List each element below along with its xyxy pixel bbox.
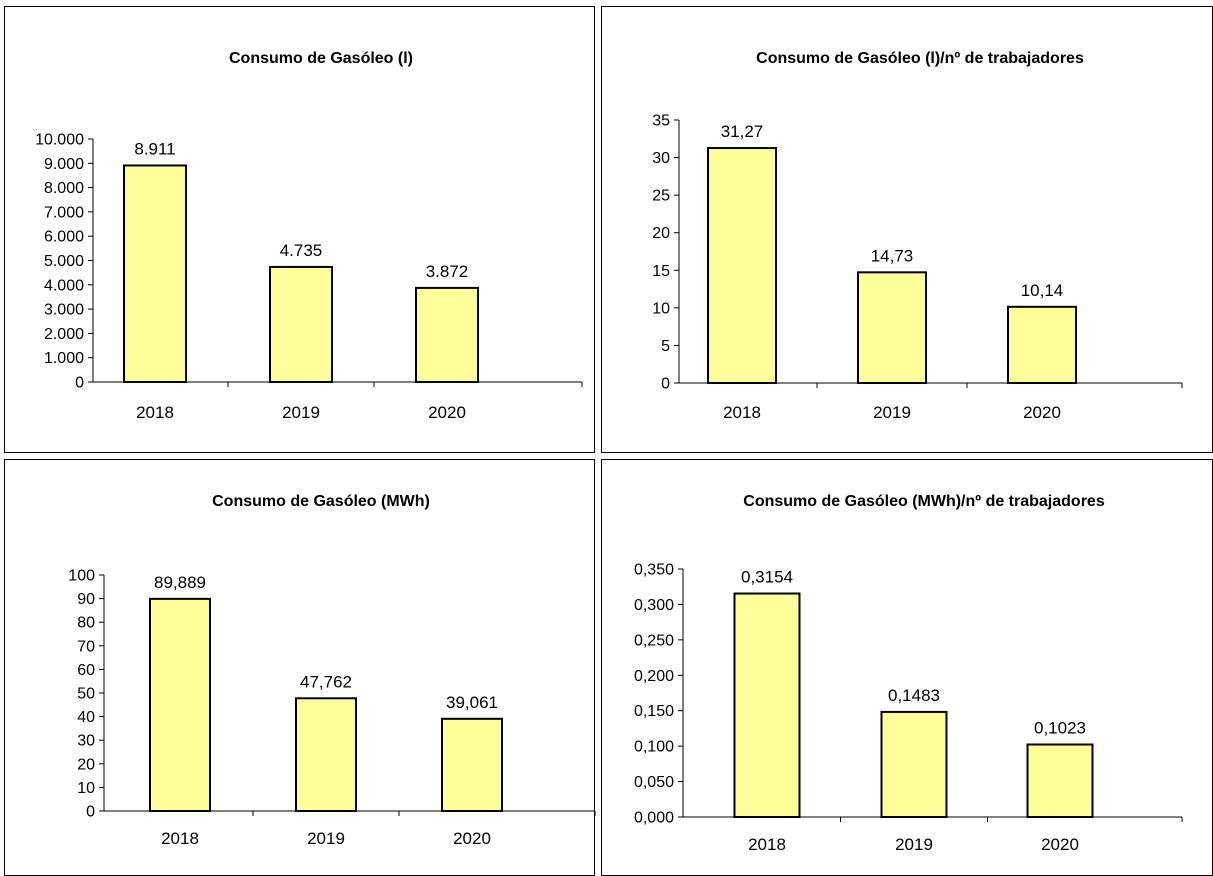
y-tick-label: 80 xyxy=(77,615,95,632)
chart-svg: Consumo de Gasóleo (l)/nº de trabajadore… xyxy=(652,50,1183,422)
y-tick-label: 40 xyxy=(77,709,95,726)
bar-2018 xyxy=(707,147,777,384)
bar-2019 xyxy=(269,265,333,384)
chart-svg: Consumo de Gasóleo (MWh) 0 10 20 30 40 50 60 70 8… xyxy=(68,493,596,848)
bar-2019 xyxy=(880,710,948,818)
y-tick-label: 0,300 xyxy=(634,597,674,614)
bar-2020 xyxy=(1007,305,1077,384)
data-label: 47,762 xyxy=(300,672,352,691)
x-tick-label: 2018 xyxy=(161,829,199,848)
y-tick-label: 0,000 xyxy=(634,810,674,827)
y-tick-label: 20 xyxy=(77,756,95,773)
y-tick-label: 2.000 xyxy=(44,326,84,343)
x-tick-label: 2018 xyxy=(136,403,174,422)
bar-2020 xyxy=(415,286,479,383)
chart-svg: Consumo de Gasóleo (MWh)/nº de trabajado… xyxy=(634,493,1183,854)
x-tick-label: 2019 xyxy=(307,829,345,848)
y-tick-label: 8.000 xyxy=(44,180,84,197)
y-tick-label: 0,100 xyxy=(634,739,674,756)
data-label: 3.872 xyxy=(426,262,469,281)
chart-svg: Consumo de Gasóleo (l) 0 1.000 2.000 3.000 4.… xyxy=(35,50,583,422)
data-label: 14,73 xyxy=(871,246,914,265)
chart-title: Consumo de Gasóleo (l)/nº de trabajadore… xyxy=(756,50,1084,67)
y-tick-label: 3.000 xyxy=(44,302,84,319)
y-tick-label: 0 xyxy=(75,375,84,392)
y-tick-label: 0,150 xyxy=(634,703,674,720)
x-tick-label: 2019 xyxy=(895,835,933,854)
y-tick-label: 6.000 xyxy=(44,229,84,246)
x-tick-label: 2019 xyxy=(873,403,911,422)
bar-2019 xyxy=(295,697,357,812)
chart-title: Consumo de Gasóleo (MWh)/nº de trabajado… xyxy=(743,493,1105,510)
y-tick-label: 5.000 xyxy=(44,253,84,270)
x-tick-label: 2020 xyxy=(453,829,491,848)
bar-2020 xyxy=(1026,743,1094,819)
y-tick-label: 35 xyxy=(652,113,670,130)
chart-title: Consumo de Gasóleo (MWh) xyxy=(212,493,430,510)
y-tick-label: 7.000 xyxy=(44,204,84,221)
data-label: 31,27 xyxy=(721,122,764,141)
chart-panel-gasoleo-mwh: Consumo de Gasóleo (MWh) 0 10 20 30 40 50 60 70 8… xyxy=(4,459,596,876)
y-tick-label: 0,250 xyxy=(634,632,674,649)
y-tick-label: 25 xyxy=(652,188,670,205)
bar-2019 xyxy=(857,271,927,384)
data-label: 0,1483 xyxy=(888,686,940,705)
y-tick-label: 20 xyxy=(652,225,670,242)
data-label: 89,889 xyxy=(154,573,206,592)
bar-2018 xyxy=(123,164,187,383)
data-label: 4.735 xyxy=(280,241,323,260)
y-tick-label: 60 xyxy=(77,662,95,679)
y-tick-label: 5 xyxy=(661,338,670,355)
data-label: 8.911 xyxy=(134,139,175,158)
x-tick-label: 2019 xyxy=(282,403,320,422)
bar-2018 xyxy=(149,597,211,812)
y-tick-label: 0 xyxy=(86,804,95,821)
x-tick-label: 2020 xyxy=(428,403,466,422)
y-tick-label: 10 xyxy=(77,780,95,797)
y-tick-label: 10 xyxy=(652,300,670,317)
data-label: 39,061 xyxy=(446,693,498,712)
y-tick-label: 50 xyxy=(77,686,95,703)
y-tick-label: 1.000 xyxy=(44,350,84,367)
bar-2020 xyxy=(441,717,503,812)
y-tick-label: 0,050 xyxy=(634,774,674,791)
y-tick-label: 100 xyxy=(68,568,95,585)
y-tick-label: 0,200 xyxy=(634,668,674,685)
y-tick-label: 15 xyxy=(652,263,670,280)
x-tick-label: 2018 xyxy=(748,835,786,854)
y-tick-label: 9.000 xyxy=(44,156,84,173)
y-tick-label: 30 xyxy=(77,733,95,750)
chart-panel-gasoleo-litros: Consumo de Gasóleo (l) 0 1.000 2.000 3.000 4.… xyxy=(4,6,595,453)
x-tick-label: 2020 xyxy=(1041,835,1079,854)
y-tick-label: 0 xyxy=(661,376,670,393)
y-tick-label: 10.000 xyxy=(35,132,84,149)
y-tick-label: 4.000 xyxy=(44,277,84,294)
bar-2018 xyxy=(733,592,801,818)
chart-title: Consumo de Gasóleo (l) xyxy=(229,50,413,67)
data-label: 0,3154 xyxy=(741,568,793,587)
y-tick-label: 90 xyxy=(77,591,95,608)
y-tick-label: 70 xyxy=(77,638,95,655)
x-tick-label: 2018 xyxy=(723,403,761,422)
chart-panel-gasoleo-litros-por-trabajador: Consumo de Gasóleo (l)/nº de trabajadore… xyxy=(601,6,1213,453)
chart-panel-gasoleo-mwh-por-trabajador: Consumo de Gasóleo (MWh)/nº de trabajado… xyxy=(601,459,1213,876)
y-tick-label: 0,350 xyxy=(634,562,674,579)
data-label: 0,1023 xyxy=(1034,719,1086,738)
data-label: 10,14 xyxy=(1021,281,1064,300)
y-tick-label: 30 xyxy=(652,150,670,167)
x-tick-label: 2020 xyxy=(1023,403,1061,422)
